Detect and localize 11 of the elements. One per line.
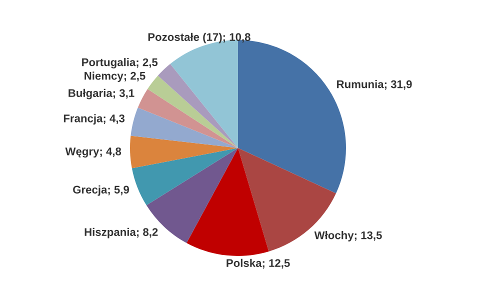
slice-label: Węgry; 4,8 (65, 147, 122, 158)
slice-label: Hiszpania; 8,2 (84, 228, 158, 238)
slice-label: Francja; 4,3 (64, 114, 125, 125)
slice-label: Grecja; 5,9 (73, 185, 130, 196)
slice-label: Bułgaria; 3,1 (68, 88, 134, 100)
slice-label: Pozostałe (17); 10,8 (148, 32, 250, 44)
slice-label: Polska; 12,5 (226, 258, 290, 269)
slice-label: Portugalia; 2,5 (82, 58, 158, 68)
slice-label: Rumunia; 31,9 (337, 80, 412, 90)
slice-label: Niemcy; 2,5 (84, 72, 146, 82)
slice-label: Włochy; 13,5 (314, 231, 382, 242)
